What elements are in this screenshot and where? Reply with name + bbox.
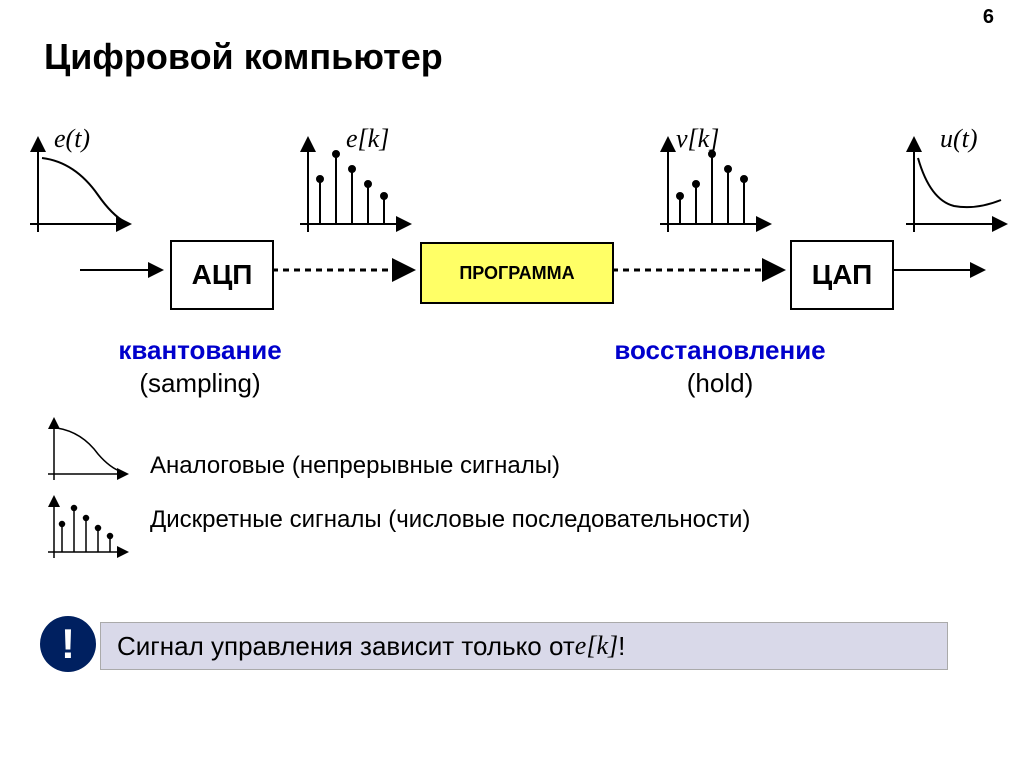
callout-text-ek: e[k] — [575, 631, 618, 661]
adc-block: АЦП — [170, 240, 274, 310]
arrow-adc-to-program — [272, 260, 420, 280]
adc-sublabel-en: (sampling) — [139, 368, 260, 398]
exclamation-icon: ! — [40, 616, 96, 672]
program-block: ПРОГРАММА — [420, 242, 614, 304]
signal-e-k-plot — [290, 140, 410, 240]
signal-u-t-label: u(t) — [940, 124, 978, 154]
arrow-out-of-dac — [892, 260, 992, 280]
callout-bar: Сигнал управления зависит только от e[k]… — [100, 622, 948, 670]
adc-sublabel-ru: квантование — [118, 335, 281, 365]
adc-sublabel: квантование (sampling) — [100, 334, 300, 399]
signal-u-t-plot — [896, 140, 1006, 240]
signal-chain-diagram: e(t) АЦП e[k] ПРОГРАММА — [20, 120, 1004, 330]
legend-analog-text: Аналоговые (непрерывные сигналы) — [150, 452, 850, 480]
dac-block: ЦАП — [790, 240, 894, 310]
dac-sublabel-ru: восстановление — [614, 335, 825, 365]
legend-discrete-icon — [40, 496, 130, 566]
signal-e-k-label: e[k] — [346, 124, 389, 154]
signal-e-t-label: e(t) — [54, 124, 90, 154]
signal-v-k-label: v[k] — [676, 124, 719, 154]
callout-text-pre: Сигнал управления зависит только от — [117, 631, 575, 662]
arrow-into-adc — [80, 260, 170, 280]
callout-text-post: ! — [618, 631, 625, 662]
signal-v-k-plot — [650, 140, 770, 240]
legend-discrete-text: Дискретные сигналы (числовые последовате… — [150, 506, 850, 534]
page-number: 6 — [983, 6, 994, 29]
dac-sublabel: восстановление (hold) — [580, 334, 860, 399]
dac-sublabel-en: (hold) — [687, 368, 753, 398]
arrow-program-to-dac — [612, 260, 790, 280]
signal-e-t-plot — [20, 140, 130, 240]
page-title: Цифровой компьютер — [44, 36, 443, 78]
legend-analog-icon — [40, 418, 130, 488]
